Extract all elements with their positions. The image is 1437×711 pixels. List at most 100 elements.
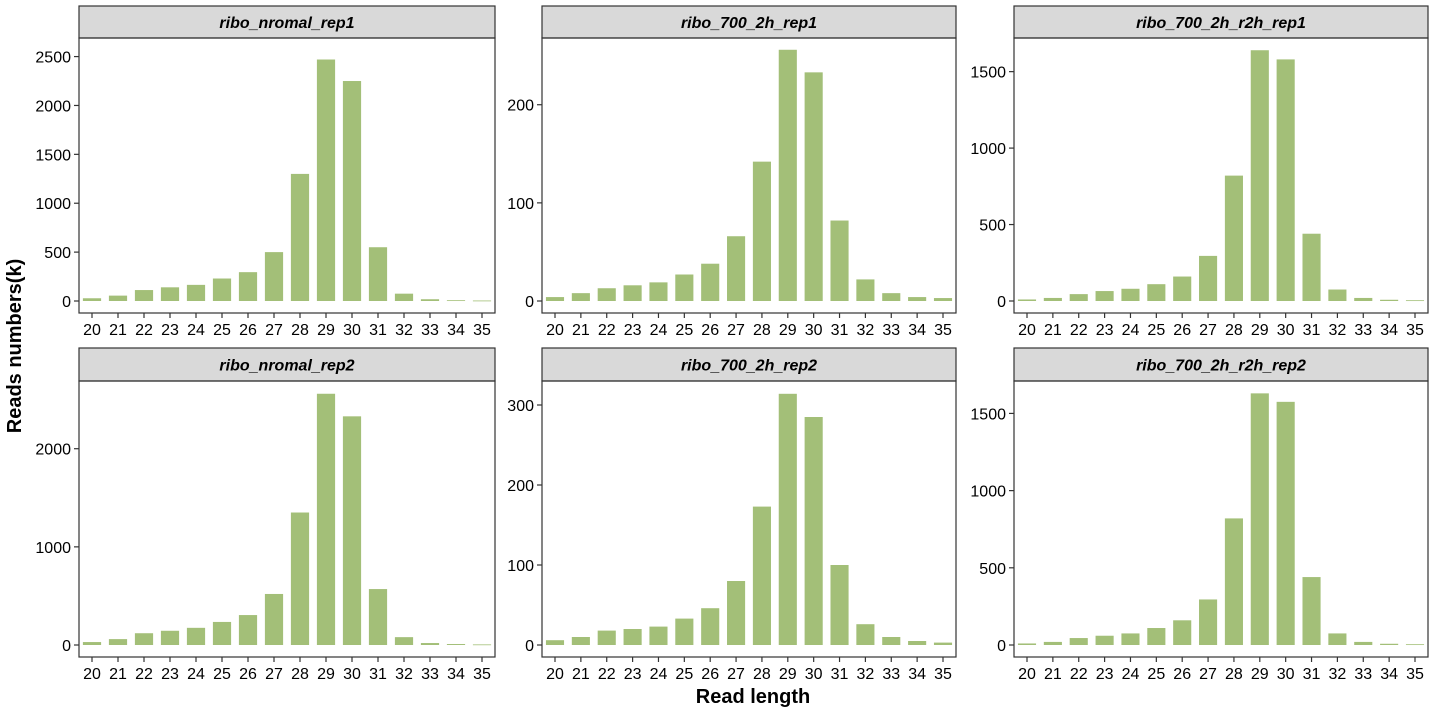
bar-35 — [933, 642, 953, 645]
x-tick-label: 34 — [908, 666, 926, 683]
x-tick-label: 23 — [161, 666, 179, 683]
x-tick-label: 26 — [701, 322, 719, 339]
bar-34 — [1380, 299, 1399, 301]
bar-32 — [1328, 289, 1347, 301]
bar-34 — [446, 644, 466, 645]
y-tick-label: 1000 — [35, 196, 71, 213]
x-tick-label: 31 — [831, 322, 849, 339]
x-tick-label: 28 — [291, 666, 309, 683]
x-tick-label: 26 — [701, 666, 719, 683]
bar-20 — [545, 640, 565, 645]
panel-ribo_700_2h_r2h_rep2: ribo_700_2h_r2h_rep2 0 500 1000 1500 20 21 22 23… — [970, 347, 1429, 683]
x-tick-label: 27 — [265, 322, 283, 339]
bar-33 — [420, 643, 440, 645]
panel-ribo_700_2h_r2h_rep1: ribo_700_2h_r2h_rep1 0 500 1000 1500 20 21 22 23… — [970, 5, 1429, 339]
bar-31 — [1302, 233, 1321, 301]
y-axis-title: Reads numbers(k) — [4, 259, 26, 434]
facet-title: ribo_nromal_rep1 — [219, 15, 354, 32]
x-tick-label: 22 — [135, 666, 153, 683]
bar-32 — [394, 293, 414, 301]
bar-21 — [571, 637, 590, 645]
panel-ribo_700_2h_rep1: ribo_700_2h_rep1 0 100 200 20 21 22 23 24 25 26 27 2… — [507, 5, 957, 339]
x-tick-label: 24 — [187, 322, 205, 339]
x-tick-label: 30 — [1277, 322, 1295, 339]
plot-frame — [78, 37, 496, 314]
y-tick-label: 2500 — [35, 50, 71, 67]
x-tick-label: 24 — [1122, 322, 1140, 339]
x-tick-label: 29 — [779, 666, 797, 683]
plot-frame — [541, 37, 957, 314]
x-tick-label: 29 — [1251, 322, 1269, 339]
y-tick-label: 1500 — [970, 406, 1006, 423]
x-tick-label: 20 — [1018, 322, 1036, 339]
x-tick-label: 31 — [1303, 666, 1321, 683]
bar-35 — [1405, 644, 1425, 646]
bar-30 — [804, 72, 823, 301]
facet-title: ribo_700_2h_rep1 — [681, 15, 817, 32]
bar-30 — [804, 417, 823, 645]
bar-28 — [290, 173, 310, 301]
x-tick-label: 33 — [1354, 666, 1372, 683]
bar-28 — [752, 161, 771, 301]
plot-frame — [541, 380, 957, 658]
bar-31 — [368, 589, 388, 645]
x-tick-label: 27 — [1199, 666, 1217, 683]
facet-title: ribo_nromal_rep2 — [219, 358, 354, 375]
y-tick-label: 200 — [507, 98, 534, 115]
x-tick-label: 24 — [1122, 666, 1140, 683]
bar-28 — [1224, 175, 1243, 301]
bar-27 — [1199, 255, 1218, 301]
bar-33 — [882, 293, 901, 301]
x-tick-label: 23 — [1096, 322, 1114, 339]
bar-28 — [752, 506, 771, 645]
y-tick-label: 0 — [997, 638, 1006, 655]
x-tick-label: 34 — [447, 666, 465, 683]
bar-24 — [1121, 633, 1140, 645]
facet-title: ribo_700_2h_r2h_rep2 — [1136, 358, 1306, 375]
bar-23 — [160, 287, 180, 301]
bar-25 — [212, 621, 232, 645]
x-tick-label: 34 — [447, 322, 465, 339]
x-tick-label: 28 — [291, 322, 309, 339]
bar-29 — [778, 393, 797, 645]
bar-27 — [1199, 599, 1218, 645]
bar-35 — [472, 644, 492, 646]
bar-27 — [264, 252, 284, 301]
bar-28 — [1224, 518, 1243, 645]
bar-30 — [342, 81, 362, 301]
x-tick-label: 21 — [1044, 666, 1062, 683]
x-tick-label: 22 — [135, 322, 153, 339]
bar-30 — [342, 416, 362, 645]
x-tick-label: 27 — [1199, 322, 1217, 339]
x-tick-label: 26 — [239, 322, 257, 339]
facet-strip — [1013, 5, 1429, 39]
x-tick-label: 30 — [1277, 666, 1295, 683]
bar-29 — [316, 59, 336, 301]
bar-34 — [908, 297, 927, 301]
y-tick-label: 500 — [44, 245, 71, 262]
bar-29 — [1250, 50, 1269, 301]
x-tick-label: 29 — [1251, 666, 1269, 683]
x-tick-label: 33 — [882, 666, 900, 683]
x-tick-label: 21 — [1044, 322, 1062, 339]
x-tick-label: 20 — [83, 322, 101, 339]
x-tick-label: 21 — [109, 666, 127, 683]
x-tick-label: 30 — [805, 666, 823, 683]
y-tick-label: 500 — [979, 561, 1006, 578]
x-tick-label: 29 — [779, 322, 797, 339]
bar-23 — [1095, 635, 1114, 645]
x-tick-label: 35 — [473, 666, 491, 683]
bar-20 — [1017, 299, 1037, 301]
bar-23 — [160, 630, 180, 645]
bar-34 — [1380, 643, 1399, 645]
bar-27 — [727, 581, 746, 645]
bar-27 — [264, 593, 284, 645]
x-tick-label: 29 — [317, 666, 335, 683]
x-tick-label: 21 — [109, 322, 127, 339]
x-tick-label: 20 — [1018, 666, 1036, 683]
bar-25 — [212, 278, 232, 301]
bar-21 — [108, 295, 128, 301]
bar-30 — [1276, 401, 1295, 645]
bar-26 — [238, 615, 258, 645]
bar-20 — [545, 297, 565, 301]
